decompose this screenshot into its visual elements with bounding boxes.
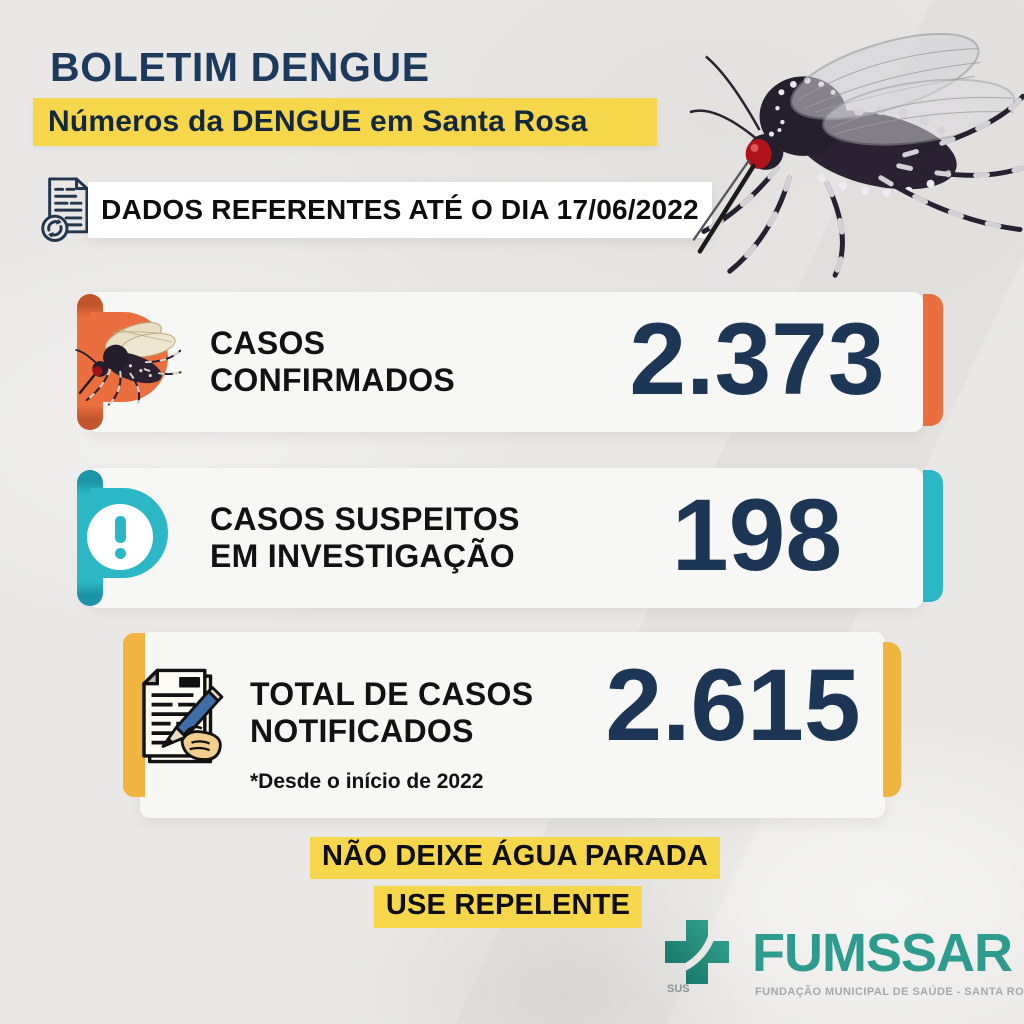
card-label-line2: CONFIRMADOS [210, 362, 456, 398]
card-label-line1: CASOS SUSPEITOS [210, 501, 520, 537]
sus-label: SUS [667, 983, 690, 995]
logo-tagline: FUNDAÇÃO MUNICIPAL DE SAÚDE - SANTA ROSA… [755, 986, 1024, 998]
accent-bar-right [923, 294, 943, 426]
card-label-line2: NOTIFICADOS [250, 713, 474, 749]
page-title: BOLETIM DENGUE [50, 44, 430, 90]
stat-card-notified: TOTAL DE CASOS NOTIFICADOS *Desde o iníc… [123, 632, 901, 818]
card-label: TOTAL DE CASOS NOTIFICADOS [250, 676, 533, 750]
date-note-box: DADOS REFERENTES ATÉ O DIA 17/06/2022 [88, 182, 712, 238]
accent-bar-right [883, 642, 901, 797]
document-refresh-icon [41, 177, 89, 242]
stat-card-suspected: CASOS SUSPEITOS EM INVESTIGAÇÃO 198 [77, 468, 943, 608]
card-label-line2: EM INVESTIGAÇÃO [210, 538, 515, 574]
mosquito-icon [75, 322, 182, 406]
ribbon-badge-orange [75, 292, 187, 432]
warning-highlight-repellent: USE REPELENTE [373, 886, 643, 928]
accent-bar-left [123, 633, 145, 797]
subtitle-highlight: Números da DENGUE em Santa Rosa [33, 98, 657, 146]
mosquito-illustration [689, 33, 1024, 278]
ribbon-badge-teal [77, 468, 187, 608]
accent-bar-right [923, 470, 943, 602]
warning-highlight-water: NÃO DEIXE ÁGUA PARADA [309, 837, 721, 879]
card-label-line1: CASOS [210, 325, 326, 361]
exclamation-icon [87, 504, 153, 570]
stat-card-confirmed: CASOS CONFIRMADOS 2.373 [75, 292, 943, 432]
logo-name: FUMSSAR [752, 923, 1013, 983]
card-label-line1: TOTAL DE CASOS [250, 676, 534, 712]
card-label: CASOS CONFIRMADOS [210, 325, 455, 399]
card-value: 198 [671, 477, 843, 592]
card-note: *Desde o início de 2022 [250, 770, 484, 793]
card-value: 2.615 [605, 648, 861, 762]
card-value: 2.373 [629, 301, 885, 416]
sus-cross-icon: SUS [665, 920, 729, 995]
document-pen-icon [142, 668, 224, 764]
card-label: CASOS SUSPEITOS EM INVESTIGAÇÃO [210, 501, 520, 575]
